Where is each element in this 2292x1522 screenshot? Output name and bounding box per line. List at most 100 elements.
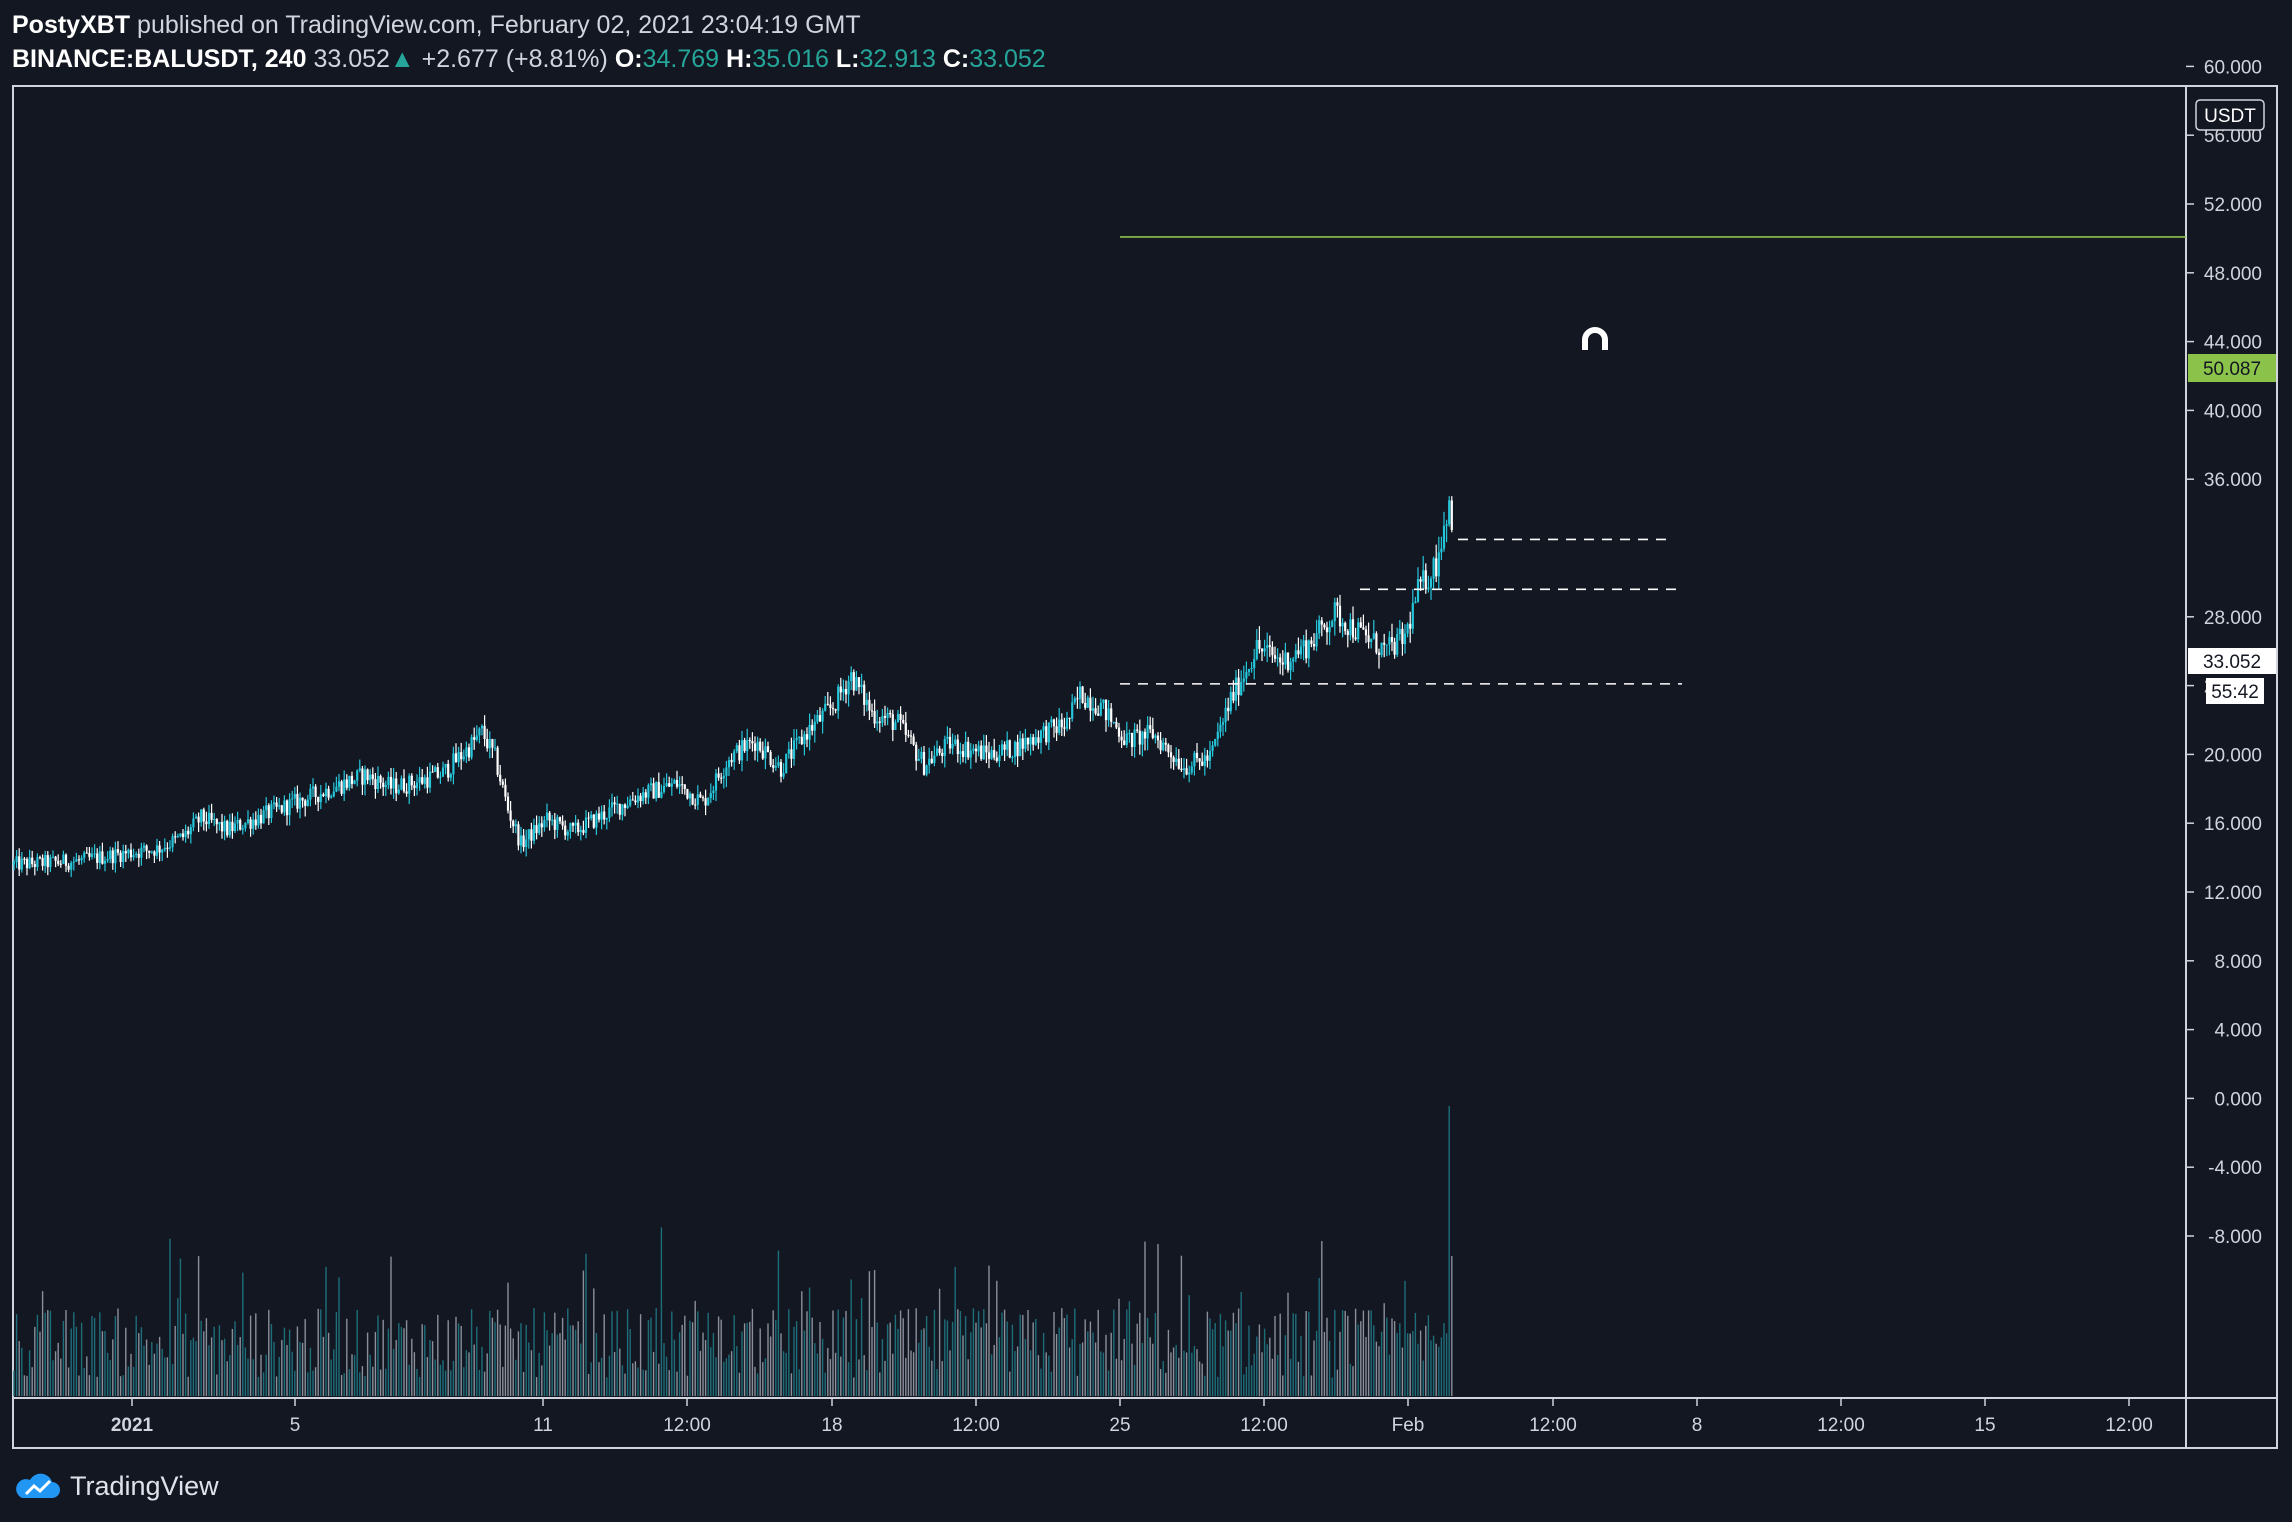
candle-body	[522, 835, 525, 848]
candle-body	[928, 758, 931, 766]
price-tick-label: -4.000	[2208, 1158, 2262, 1179]
time-tick-label: 12:00	[1529, 1415, 1577, 1436]
candle-body	[1000, 744, 1004, 756]
candle-body	[967, 741, 970, 758]
candle-body	[88, 852, 91, 857]
level-price-label: 50.087	[2203, 359, 2261, 380]
price-axis[interactable]: 60.000 56.000 52.000 48.000 44.000 40.000 36.0…	[2186, 57, 2262, 1248]
candle-body	[194, 816, 198, 819]
candle-body	[428, 771, 432, 788]
candle-body	[930, 758, 933, 763]
candle-body	[1081, 686, 1084, 703]
candle-body	[59, 863, 62, 865]
candle-body	[1091, 708, 1095, 711]
author-name[interactable]: PostyXBT	[12, 11, 131, 39]
candle-body	[129, 849, 133, 858]
candle-body	[1024, 737, 1027, 749]
candle-body	[920, 751, 923, 759]
candle-body	[803, 734, 806, 745]
candle-body	[353, 780, 356, 784]
candle-body	[1351, 619, 1355, 638]
price-tick-label: 16.000	[2204, 814, 2262, 835]
candle-body	[1073, 698, 1076, 703]
candle-body	[759, 741, 762, 751]
time-axis[interactable]: 2021 5 11 12:00 18 12:00 25 12:00 Feb 12:00 8 12:00…	[111, 1398, 2153, 1436]
candle-body	[954, 739, 957, 744]
candle-body	[1115, 721, 1118, 728]
candle-body	[389, 776, 393, 789]
candle-body	[896, 714, 900, 723]
candle-body	[951, 743, 954, 749]
candle-body	[431, 771, 434, 773]
candle-body	[1305, 640, 1308, 659]
candle-body	[847, 681, 850, 695]
candle-body	[239, 819, 242, 830]
candle-body	[176, 836, 179, 838]
candle-body	[402, 778, 406, 792]
time-tick-label: 12:00	[2105, 1415, 2153, 1436]
open-label: O:	[614, 45, 643, 73]
candle-body	[769, 752, 772, 766]
candle-body	[473, 737, 476, 740]
candle-body	[1175, 758, 1178, 763]
tradingview-logo[interactable]: TradingView	[14, 1466, 219, 1506]
candle-body	[504, 784, 507, 797]
candle-body	[540, 823, 543, 828]
candle-body	[181, 833, 185, 838]
candle-body	[1138, 730, 1141, 745]
candle-body	[1156, 735, 1160, 741]
candle-body	[1102, 699, 1105, 703]
candle-body	[161, 849, 164, 853]
candle-body	[1323, 624, 1326, 628]
candle-body	[470, 737, 473, 758]
price-tick-label: 20.000	[2204, 745, 2262, 766]
currency-badge[interactable]	[2195, 99, 2265, 131]
candle-body	[210, 812, 213, 820]
time-tick-label: 25	[1109, 1415, 1130, 1436]
candle-body	[1390, 637, 1394, 642]
candle-body	[792, 740, 796, 759]
candlesticks	[12, 496, 1453, 878]
candle-body	[574, 822, 577, 826]
time-tick-label: 18	[821, 1415, 842, 1436]
candle-body	[1349, 619, 1352, 636]
candle-body	[907, 734, 910, 736]
candle-body	[98, 851, 101, 863]
candle-body	[844, 689, 848, 695]
candle-body	[454, 753, 458, 763]
candle-body	[634, 800, 637, 803]
candle-body	[132, 855, 135, 858]
candle-body	[993, 750, 996, 758]
candle-body	[153, 851, 156, 856]
candle-body	[1034, 737, 1037, 745]
ohlc-line: BINANCE:BALUSDT, 240 33.052▲ +2.677 (+8.…	[12, 42, 1412, 76]
candle-body	[1253, 658, 1256, 669]
candle-body	[1281, 662, 1284, 665]
candle-body	[1367, 635, 1370, 643]
candle-body	[642, 792, 645, 802]
candle-body	[1310, 640, 1313, 645]
magnet-icon[interactable]	[1582, 327, 1608, 350]
candle-body	[1416, 579, 1420, 602]
candle-body	[818, 715, 822, 722]
candle-body	[603, 811, 606, 820]
candle-body	[1302, 640, 1305, 647]
candle-body	[1328, 627, 1331, 633]
candle-body	[1333, 602, 1336, 622]
candle-body	[714, 773, 718, 791]
symbol-label[interactable]: BINANCE:BALUSDT, 240	[12, 45, 307, 73]
time-tick-label: 5	[290, 1415, 301, 1436]
candle-body	[717, 773, 720, 778]
candle-body	[1320, 620, 1323, 625]
candle-body	[665, 783, 668, 787]
candle-body	[483, 725, 486, 739]
candle-body	[96, 853, 99, 863]
open-value: 34.769	[642, 45, 720, 73]
candle-body	[345, 779, 348, 788]
candle-body	[1227, 707, 1230, 712]
candle-body	[1284, 652, 1287, 665]
candle-body	[917, 758, 920, 761]
candle-body	[467, 747, 471, 758]
candle-body	[699, 794, 702, 798]
